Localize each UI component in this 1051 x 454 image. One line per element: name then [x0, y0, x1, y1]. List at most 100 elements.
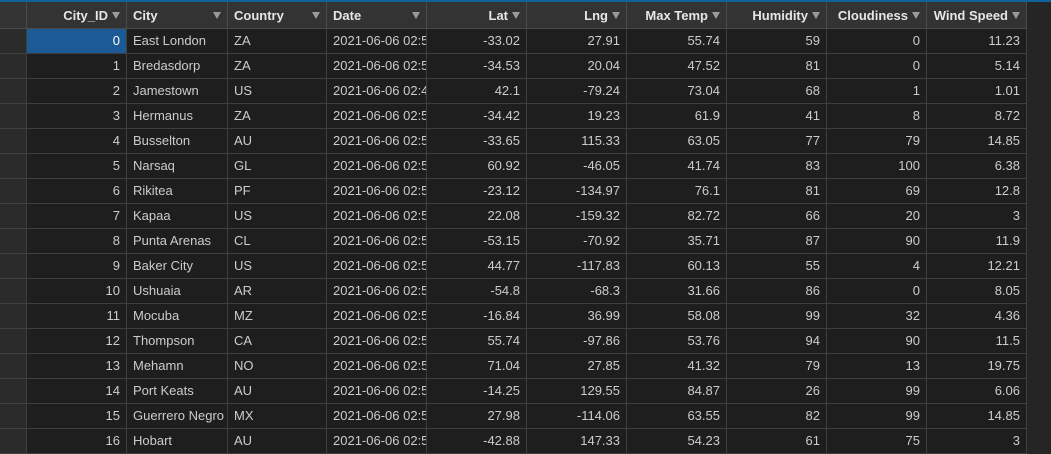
table-cell: 8.72 [927, 104, 1027, 129]
table-cell: 11.9 [927, 229, 1027, 254]
row-selector[interactable] [0, 329, 27, 354]
header-label: Max Temp [645, 7, 708, 23]
filter-icon[interactable] [712, 11, 720, 19]
filter-icon[interactable] [812, 11, 820, 19]
table-cell: AU [228, 129, 327, 154]
table-cell: 3 [927, 429, 1027, 454]
column-header[interactable]: Date [327, 2, 427, 29]
table-cell: 12 [27, 329, 127, 354]
table-cell: 41.32 [627, 354, 727, 379]
table-cell: CA [228, 329, 327, 354]
column-header[interactable]: Cloudiness [827, 2, 927, 29]
column-header[interactable]: Lng [527, 2, 627, 29]
table-cell: -79.24 [527, 79, 627, 104]
table-cell: 32 [827, 304, 927, 329]
filter-icon[interactable] [213, 11, 221, 19]
table-cell: 10 [27, 279, 127, 304]
row-selector[interactable] [0, 29, 27, 54]
table-cell: 2 [27, 79, 127, 104]
table-cell: 41.74 [627, 154, 727, 179]
table-cell: -46.05 [527, 154, 627, 179]
table-cell: 2021-06-06 02:5 [327, 104, 427, 129]
filter-icon[interactable] [512, 11, 520, 19]
table-cell: 2021-06-06 02:4 [327, 79, 427, 104]
filter-icon[interactable] [412, 11, 420, 19]
table-cell: 1 [27, 54, 127, 79]
row-selector[interactable] [0, 304, 27, 329]
table-cell: 129.55 [527, 379, 627, 404]
table-cell: 61.9 [627, 104, 727, 129]
table-cell: 1 [827, 79, 927, 104]
table-cell: 12.21 [927, 254, 1027, 279]
table-cell: GL [228, 154, 327, 179]
row-selector[interactable] [0, 279, 27, 304]
table-cell: 61 [727, 429, 827, 454]
table-cell: -70.92 [527, 229, 627, 254]
table-cell: -33.02 [427, 29, 527, 54]
row-selector[interactable] [0, 79, 27, 104]
table-cell: 63.55 [627, 404, 727, 429]
row-selector[interactable] [0, 54, 27, 79]
filter-icon[interactable] [112, 11, 120, 19]
row-selector[interactable] [0, 354, 27, 379]
header-label: Cloudiness [837, 7, 908, 23]
column-header[interactable]: Max Temp [627, 2, 727, 29]
row-selector[interactable] [0, 179, 27, 204]
header-label: Lng [584, 7, 608, 23]
header-label: Lat [488, 7, 509, 23]
table-cell: -42.88 [427, 429, 527, 454]
table-cell: 11 [27, 304, 127, 329]
table-cell: 81 [727, 54, 827, 79]
table-cell: 7 [27, 204, 127, 229]
header-label: City_ID [63, 7, 108, 23]
row-selector[interactable] [0, 104, 27, 129]
column-header[interactable]: Wind Speed [927, 2, 1027, 29]
table-cell: NO [228, 354, 327, 379]
table-cell: 99 [827, 404, 927, 429]
column-header[interactable]: City [127, 2, 228, 29]
table-cell: -53.15 [427, 229, 527, 254]
table-cell: 99 [727, 304, 827, 329]
table-cell: US [228, 79, 327, 104]
table-cell: 77 [727, 129, 827, 154]
table-cell: 94 [727, 329, 827, 354]
table-cell: 2021-06-06 02:5 [327, 304, 427, 329]
row-selector[interactable] [0, 379, 27, 404]
header-label: Date [333, 7, 362, 23]
table-cell: 0 [827, 54, 927, 79]
table-cell: US [228, 254, 327, 279]
table-cell: 3 [27, 104, 127, 129]
filter-icon[interactable] [312, 11, 320, 19]
table-cell: 69 [827, 179, 927, 204]
table-cell: 79 [727, 354, 827, 379]
row-selector[interactable] [0, 129, 27, 154]
table-cell: -33.65 [427, 129, 527, 154]
filter-icon[interactable] [612, 11, 620, 19]
filter-icon[interactable] [1012, 11, 1020, 19]
row-selector[interactable] [0, 154, 27, 179]
header-label: Country [234, 7, 284, 23]
row-selector[interactable] [0, 429, 27, 454]
row-selector[interactable] [0, 254, 27, 279]
column-header[interactable]: Lat [427, 2, 527, 29]
column-header[interactable]: City_ID [27, 2, 127, 29]
table-cell: 99 [827, 379, 927, 404]
filter-icon[interactable] [912, 11, 920, 19]
scroll-area [1027, 2, 1051, 454]
table-cell: Ushuaia [127, 279, 228, 304]
table-cell: US [228, 204, 327, 229]
table-cell: 8 [827, 104, 927, 129]
row-selector[interactable] [0, 204, 27, 229]
table-cell: 2021-06-06 02:5 [327, 229, 427, 254]
table-cell: -34.42 [427, 104, 527, 129]
row-selector[interactable] [0, 229, 27, 254]
table-cell: 59 [727, 29, 827, 54]
table-cell: 20.04 [527, 54, 627, 79]
table-cell: 26 [727, 379, 827, 404]
column-header[interactable]: Humidity [727, 2, 827, 29]
table-cell: 2021-06-06 02:5 [327, 129, 427, 154]
column-header[interactable]: Country [228, 2, 327, 29]
table-cell: CL [228, 229, 327, 254]
row-selector[interactable] [0, 404, 27, 429]
table-cell: 0 [827, 279, 927, 304]
